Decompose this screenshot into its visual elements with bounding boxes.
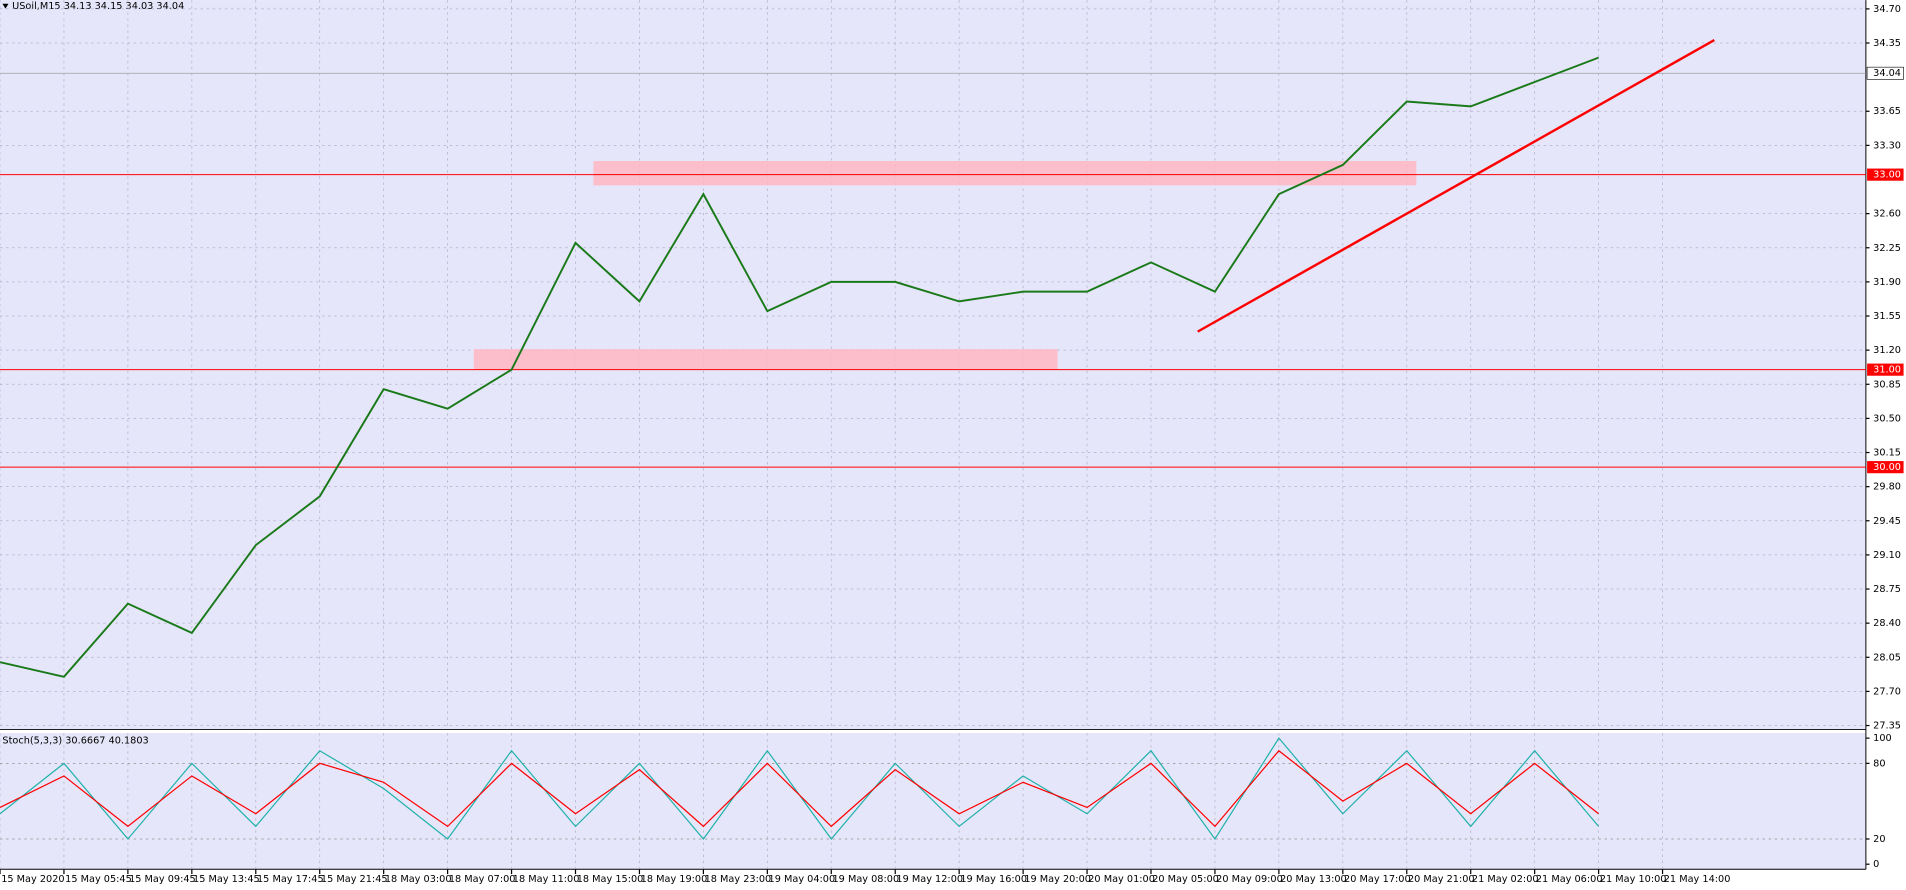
stoch-title: Stoch(5,3,3) 30.6667 40.1803: [2, 735, 148, 746]
stoch-tick-label: 20: [1873, 834, 1885, 845]
x-tick-label: 20 May 17:00: [1344, 874, 1411, 885]
x-tick-label: 19 May 08:00: [832, 874, 899, 885]
x-tick-label: 15 May 13:45: [193, 874, 260, 885]
x-tick-label: 15 May 05:45: [65, 874, 132, 885]
y-tick-label: 28.75: [1873, 584, 1901, 595]
stoch-tick-label: 100: [1873, 733, 1892, 744]
x-tick-label: 20 May 01:00: [1088, 874, 1155, 885]
x-tick-label: 15 May 2020: [1, 874, 64, 885]
x-tick-label: 18 May 15:00: [577, 874, 644, 885]
x-tick-label: 20 May 05:00: [1152, 874, 1219, 885]
y-tick-label: 27.70: [1873, 686, 1901, 697]
y-tick-label: 34.35: [1873, 38, 1901, 49]
last-price-label: 34.04: [1873, 68, 1901, 79]
x-tick-label: 19 May 16:00: [960, 874, 1027, 885]
x-tick-label: 19 May 12:00: [896, 874, 963, 885]
zone: [593, 160, 1417, 186]
x-tick-label: 18 May 11:00: [513, 874, 580, 885]
x-tick-label: 18 May 23:00: [705, 874, 772, 885]
y-tick-label: 28.05: [1873, 652, 1901, 663]
x-tick-label: 20 May 13:00: [1280, 874, 1347, 885]
x-tick-label: 21 May 06:00: [1536, 874, 1603, 885]
y-tick-label: 31.20: [1873, 345, 1901, 356]
x-tick-label: 19 May 20:00: [1024, 874, 1091, 885]
symbol-title: USoil,M15 34.13 34.15 34.03 34.04: [12, 1, 184, 12]
y-tick-label: 32.60: [1873, 209, 1901, 220]
x-tick-label: 19 May 04:00: [769, 874, 836, 885]
trendline: [1197, 39, 1715, 333]
y-tick-label: 29.10: [1873, 550, 1901, 561]
y-tick-label: 30.85: [1873, 379, 1901, 390]
x-tick-label: 15 May 17:45: [257, 874, 324, 885]
y-tick-label: 34.70: [1873, 4, 1901, 15]
x-tick-label: 15 May 21:45: [321, 874, 388, 885]
level-marker: [1867, 168, 1904, 181]
x-tick-label: 18 May 07:00: [449, 874, 516, 885]
y-tick-label: 29.45: [1873, 516, 1901, 527]
last-price-marker: [1866, 66, 1904, 80]
y-tick-label: 27.35: [1873, 721, 1901, 732]
y-tick-label: 31.90: [1873, 277, 1901, 288]
x-tick-label: 20 May 21:00: [1408, 874, 1475, 885]
x-tick-label: 18 May 03:00: [385, 874, 452, 885]
y-tick-label: 30.50: [1873, 413, 1901, 424]
y-tick-label: 33.30: [1873, 140, 1901, 151]
x-tick-label: 15 May 09:45: [129, 874, 196, 885]
y-tick-label: 33.65: [1873, 106, 1901, 117]
y-tick-label: 28.40: [1873, 618, 1901, 629]
level-label: 30.00: [1873, 462, 1901, 473]
title-arrow: [2, 3, 9, 9]
x-tick-label: 20 May 09:00: [1216, 874, 1283, 885]
x-tick-label: 21 May 14:00: [1664, 874, 1731, 885]
y-tick-label: 31.55: [1873, 311, 1901, 322]
stoch-line: [0, 749, 1599, 828]
level-marker: [1867, 363, 1904, 376]
price-line: [0, 56, 1599, 678]
stoch-tick-label: 80: [1873, 758, 1885, 769]
stoch-tick-label: 0: [1873, 859, 1879, 870]
x-tick-label: 21 May 10:00: [1600, 874, 1667, 885]
y-tick-label: 29.80: [1873, 482, 1901, 493]
y-tick-label: 32.25: [1873, 243, 1901, 254]
x-tick-label: 21 May 02:00: [1472, 874, 1539, 885]
zone: [473, 349, 1058, 370]
level-label: 33.00: [1873, 170, 1901, 181]
level-label: 31.00: [1873, 365, 1901, 376]
x-tick-label: 18 May 19:00: [641, 874, 708, 885]
y-tick-label: 30.15: [1873, 448, 1901, 459]
level-marker: [1867, 461, 1904, 474]
